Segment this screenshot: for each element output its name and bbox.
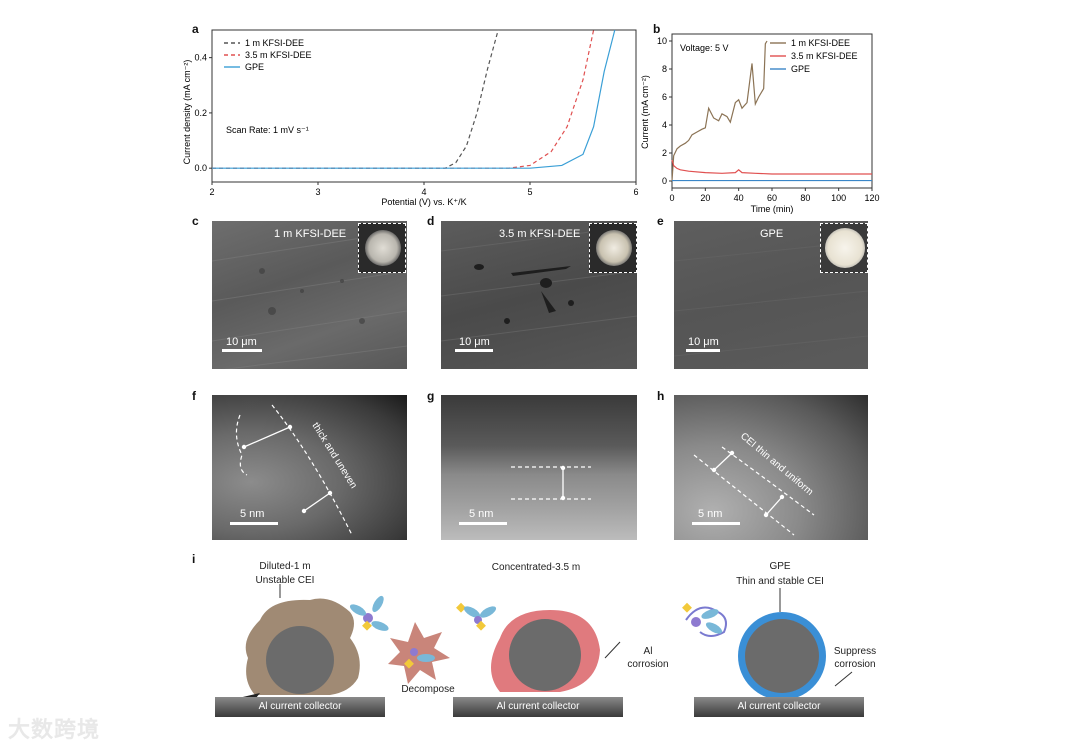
panel-letter-h: h bbox=[657, 389, 665, 403]
legend-label-1: 1 m KFSI-DEE bbox=[245, 38, 304, 48]
legend-label-2: 3.5 m KFSI-DEE bbox=[791, 51, 858, 61]
sem-d-scale-label: 10 μm bbox=[459, 336, 490, 348]
x-tick-label: 3 bbox=[315, 187, 320, 197]
tem-f-scale-label: 5 nm bbox=[240, 508, 265, 520]
panel-letter-g: g bbox=[427, 389, 435, 403]
x-tick-label: 120 bbox=[864, 193, 879, 203]
sem-c-scale-label: 10 μm bbox=[226, 336, 257, 348]
x-tick-label: 4 bbox=[421, 187, 426, 197]
chart-b-xlabel: Time (min) bbox=[751, 204, 794, 214]
schematic-mid-title: Concentrated-3.5 m bbox=[491, 562, 581, 573]
series-line-2 bbox=[671, 159, 872, 175]
x-tick-label: 2 bbox=[209, 187, 214, 197]
tem-g-scalebar bbox=[459, 522, 507, 525]
sem-d-inset bbox=[589, 223, 637, 273]
schematic-left-title-1: Diluted-1 m bbox=[259, 561, 311, 572]
panel-letter-d: d bbox=[427, 214, 435, 228]
x-tick-label: 0 bbox=[669, 193, 674, 203]
tem-h-scalebar bbox=[692, 522, 740, 525]
schematic-right-title-1: GPE bbox=[769, 561, 791, 572]
y-tick-label: 2 bbox=[662, 148, 667, 158]
y-tick-label: 0 bbox=[662, 176, 667, 186]
legend-label-3: GPE bbox=[245, 62, 264, 72]
sem-image-c: 1 m KFSI-DEE 10 μm bbox=[212, 221, 407, 369]
chart-b-ylabel: Current (mA cm⁻²) bbox=[640, 75, 650, 149]
al-collector-left: Al current collector bbox=[215, 697, 385, 717]
panel-letter-f: f bbox=[192, 389, 196, 403]
al-collector-right: Al current collector bbox=[694, 697, 864, 717]
schematic-suppress-2: corrosion bbox=[834, 659, 876, 670]
al-collector-mid: Al current collector bbox=[453, 697, 623, 717]
legend-label-2: 3.5 m KFSI-DEE bbox=[245, 50, 312, 60]
solvent-molecule-icon bbox=[456, 602, 497, 631]
y-tick-label: 0.0 bbox=[194, 163, 207, 173]
tem-h-scale-label: 5 nm bbox=[698, 508, 723, 520]
tem-h-note: CEI thin and uniform bbox=[738, 431, 815, 498]
y-tick-label: 0.4 bbox=[194, 53, 207, 63]
panel-letter-c: c bbox=[192, 214, 199, 228]
chart-a: 2 3 4 5 6 0.0 0.2 0.4 1 m KFSI-DEE 3.5 m KFSI-DEE… bbox=[182, 29, 639, 207]
x-tick-label: 6 bbox=[633, 187, 638, 197]
schematic-al-corrosion-1: Al bbox=[643, 646, 653, 657]
series-line-3 bbox=[212, 29, 616, 169]
tem-f-note: thick and uneven bbox=[309, 421, 358, 491]
sem-image-e: GPE 10 μm bbox=[674, 221, 868, 369]
x-tick-label: 20 bbox=[700, 193, 710, 203]
panel-letter-e: e bbox=[657, 214, 664, 228]
solvent-molecule-icon bbox=[349, 595, 389, 631]
x-tick-label: 100 bbox=[831, 193, 846, 203]
sem-e-scalebar bbox=[686, 349, 720, 352]
sem-image-d: 3.5 m KFSI-DEE 10 μm bbox=[441, 221, 637, 369]
legend-label-3: GPE bbox=[791, 64, 810, 74]
y-tick-label: 10 bbox=[657, 36, 667, 46]
chart-a-annotation: Scan Rate: 1 mV s⁻¹ bbox=[226, 125, 309, 135]
decompose-burst-icon bbox=[388, 622, 450, 684]
chart-a-ylabel: Current density (mA cm⁻²) bbox=[182, 60, 192, 165]
schematic-al-corrosion-2: corrosion bbox=[627, 659, 669, 670]
chart-b-annotation: Voltage: 5 V bbox=[680, 43, 729, 53]
polymer-molecule-icon bbox=[682, 602, 727, 637]
sem-e-label: GPE bbox=[760, 228, 784, 240]
x-tick-label: 5 bbox=[527, 187, 532, 197]
y-tick-label: 0.2 bbox=[194, 108, 207, 118]
tem-image-g: 5 nm bbox=[441, 395, 637, 540]
sem-c-scalebar bbox=[222, 349, 262, 352]
tem-f-scalebar bbox=[230, 522, 278, 525]
sem-d-scalebar bbox=[455, 349, 493, 352]
schematic-right-title-2: Thin and stable CEI bbox=[736, 576, 824, 587]
sem-d-label: 3.5 m KFSI-DEE bbox=[499, 228, 581, 240]
chart-b: 0 20 40 60 80 100 120 0 2 4 6 8 10 1 m KFSI-DEE 3.5 m … bbox=[640, 33, 880, 214]
y-tick-label: 4 bbox=[662, 120, 667, 130]
tem-image-f: thick and uneven 5 nm bbox=[212, 395, 407, 540]
watermark-logo: 大数跨境 bbox=[8, 718, 101, 743]
panel-letter-b: b bbox=[653, 22, 661, 36]
schematic-left-title-2: Unstable CEI bbox=[255, 575, 315, 586]
schematic-decompose-label: Decompose bbox=[401, 684, 455, 695]
y-tick-label: 6 bbox=[662, 92, 667, 102]
series-line-1 bbox=[671, 40, 768, 182]
schematic-i bbox=[218, 584, 853, 702]
sem-e-inset bbox=[820, 223, 868, 273]
tem-image-h: CEI thin and uniform 5 nm bbox=[674, 395, 868, 540]
sem-c-label: 1 m KFSI-DEE bbox=[274, 228, 347, 240]
x-tick-label: 60 bbox=[767, 193, 777, 203]
x-tick-label: 40 bbox=[734, 193, 744, 203]
panel-letter-a: a bbox=[192, 22, 199, 36]
sem-e-scale-label: 10 μm bbox=[688, 336, 719, 348]
sem-c-inset bbox=[358, 223, 406, 273]
tem-g-scale-label: 5 nm bbox=[469, 508, 494, 520]
schematic-suppress-1: Suppress bbox=[833, 646, 877, 657]
x-tick-label: 80 bbox=[800, 193, 810, 203]
chart-a-xlabel: Potential (V) vs. K⁺/K bbox=[381, 197, 466, 207]
panel-letter-i: i bbox=[192, 552, 196, 566]
legend-label-1: 1 m KFSI-DEE bbox=[791, 38, 850, 48]
y-tick-label: 8 bbox=[662, 64, 667, 74]
